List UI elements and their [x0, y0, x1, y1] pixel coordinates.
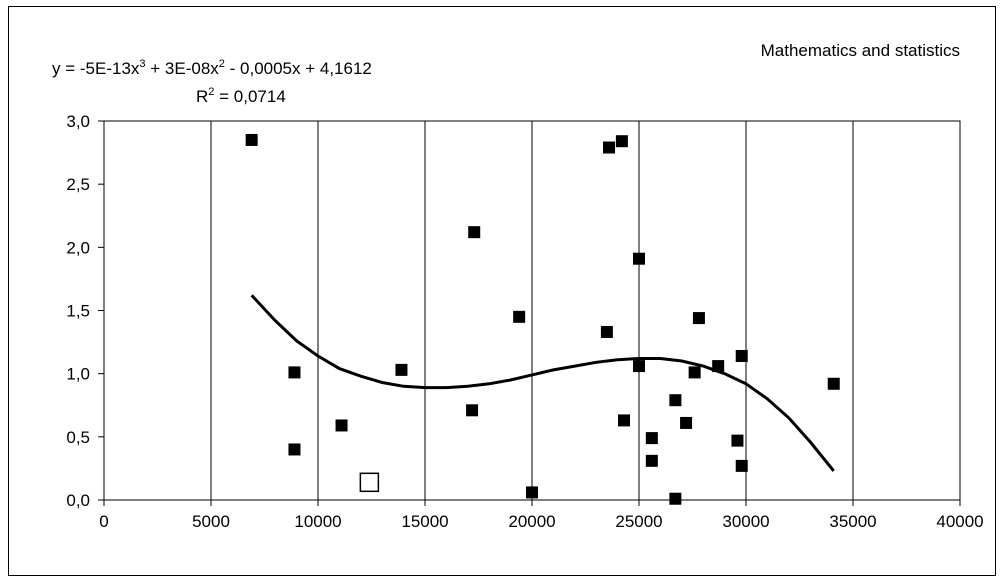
y-tick-label: 1,0	[66, 365, 90, 384]
data-point	[600, 325, 613, 338]
data-point	[468, 226, 481, 239]
chart-title: Mathematics and statistics	[761, 41, 960, 60]
data-point	[669, 394, 682, 407]
data-point	[633, 360, 645, 373]
trendline-equation: y = -5E-13x3 + 3E-08x2 - 0,0005x + 4,161…	[52, 58, 372, 78]
data-point	[615, 135, 628, 148]
x-tick-label: 15000	[401, 512, 448, 531]
x-tick-label: 0	[99, 512, 108, 531]
data-point	[692, 312, 705, 325]
x-axis: 0 5000 10000 15000 20000 25000 30000 35000 40000	[99, 500, 984, 531]
trendline	[250, 294, 835, 472]
data-point	[603, 141, 616, 154]
x-tick-label: 30000	[722, 512, 769, 531]
data-point	[335, 419, 348, 432]
data-point	[526, 486, 538, 499]
data-point	[731, 434, 744, 447]
chart-area	[8, 6, 996, 576]
x-tick-label: 5000	[192, 512, 230, 531]
data-point	[513, 310, 526, 323]
data-point	[688, 366, 701, 379]
x-tick-label: 25000	[615, 512, 662, 531]
data-point	[827, 377, 840, 390]
data-point	[466, 404, 479, 417]
data-point	[645, 432, 658, 445]
data-point	[395, 363, 408, 376]
r-squared-label: R2 = 0,0714	[196, 86, 286, 106]
x-tick-label: 20000	[508, 512, 555, 531]
x-tick-label: 10000	[294, 512, 341, 531]
data-point	[735, 349, 748, 362]
data-point-open	[359, 472, 380, 493]
y-axis: 0,0 0,5 1,0 1,5 2,0 2,5 3,0	[66, 112, 104, 510]
data-point	[245, 133, 258, 146]
x-tick-label: 40000	[936, 512, 983, 531]
gridlines	[103, 121, 961, 500]
data-point	[288, 366, 301, 379]
data-points	[245, 133, 840, 505]
data-point	[645, 454, 658, 467]
x-tick-label: 35000	[829, 512, 876, 531]
y-tick-label: 3,0	[66, 112, 90, 131]
data-point	[712, 360, 725, 373]
y-tick-label: 0,0	[66, 491, 90, 510]
data-point	[735, 459, 748, 472]
data-point	[288, 443, 301, 456]
data-point	[618, 414, 631, 427]
data-point	[680, 416, 693, 429]
y-tick-label: 0,5	[66, 428, 90, 447]
y-tick-label: 1,5	[66, 302, 90, 321]
y-tick-label: 2,5	[66, 175, 90, 194]
data-point	[633, 252, 645, 265]
data-point	[669, 492, 682, 505]
y-tick-label: 2,0	[66, 238, 90, 257]
